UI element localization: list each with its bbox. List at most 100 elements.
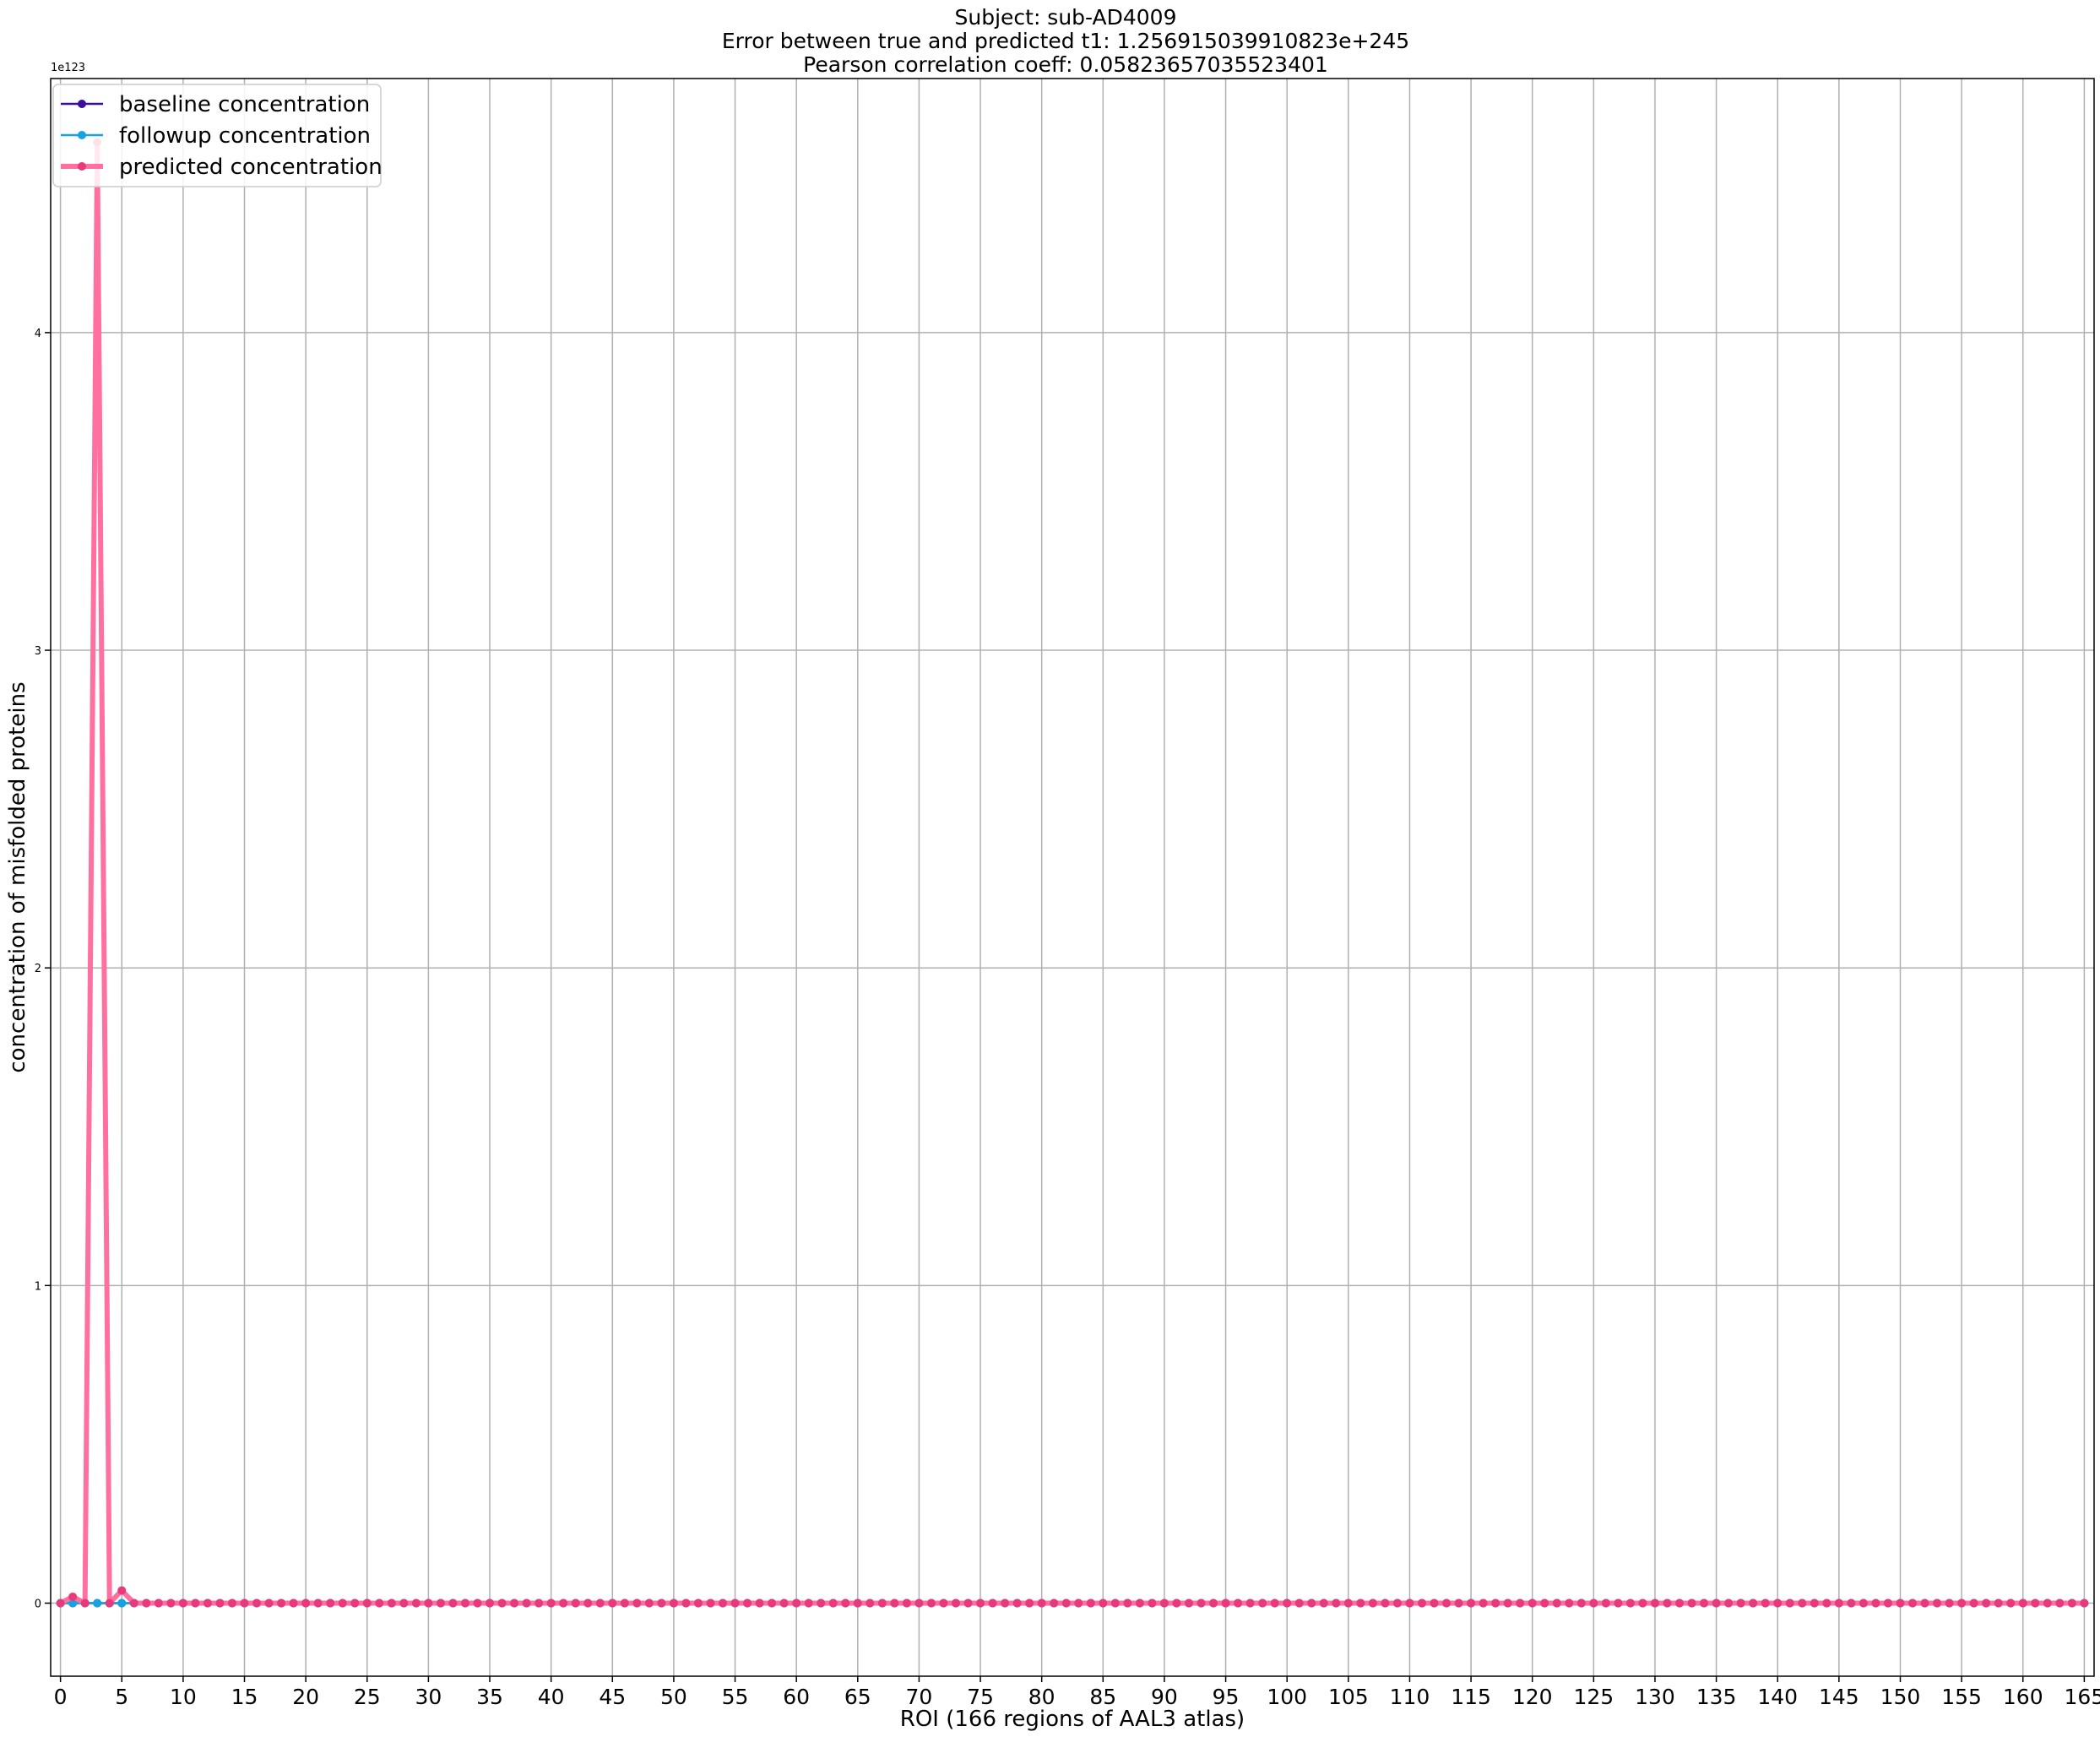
y-axis-label: concentration of misfolded proteins [5,681,30,1072]
x-tick-label: 20 [292,1685,319,1709]
data-point [1871,1599,1880,1608]
data-point [755,1599,764,1608]
data-point [473,1599,482,1608]
y-tick-label: 4 [35,328,41,340]
legend-label: followup concentration [119,123,371,149]
x-tick-label: 150 [1880,1685,1921,1709]
x-tick-label: 5 [115,1685,128,1709]
data-point [768,1599,777,1608]
data-point [142,1599,151,1608]
data-point [1663,1599,1672,1608]
title-line-2: Error between true and predicted t1: 1.2… [722,29,1409,53]
data-point [939,1599,948,1608]
data-point [730,1599,740,1608]
legend: baseline concentration followup concentra… [52,84,383,187]
x-tick-label: 105 [1328,1685,1369,1709]
data-point [1442,1599,1452,1608]
data-point [2031,1599,2040,1608]
x-tick-label: 160 [2003,1685,2043,1709]
data-point [866,1599,875,1608]
data-point [1982,1599,1991,1608]
data-point [56,1599,65,1608]
data-point [1430,1599,1439,1608]
data-point [350,1599,360,1608]
x-tick-label: 25 [354,1685,381,1709]
x-axis-label: ROI (166 regions of AAL3 atlas) [900,1707,1245,1732]
data-point [1749,1599,1758,1608]
data-point [1957,1599,1967,1608]
data-point [1896,1599,1905,1608]
x-tick-label: 140 [1757,1685,1798,1709]
data-point [1343,1599,1353,1608]
data-point [546,1599,556,1608]
data-point [448,1599,458,1608]
x-tick-label: 55 [722,1685,749,1709]
data-point [497,1599,507,1608]
data-point [301,1599,311,1608]
data-point [1037,1599,1046,1608]
data-point [681,1599,691,1608]
data-point [1135,1599,1144,1608]
data-point [424,1599,433,1608]
data-point [93,1599,102,1608]
data-point [264,1599,274,1608]
data-point [620,1599,629,1608]
data-point [1467,1599,1476,1608]
x-tick-label: 165 [2065,1685,2100,1709]
data-point [2006,1599,2016,1608]
data-point [411,1599,421,1608]
data-point [1319,1599,1328,1608]
data-point [1307,1599,1316,1608]
data-point [1847,1599,1856,1608]
legend-marker [78,131,86,139]
data-point [1540,1599,1549,1608]
legend-label: predicted concentration [119,155,383,180]
data-point [963,1599,973,1608]
data-point [804,1599,813,1608]
data-point [1245,1599,1255,1608]
data-point [1675,1599,1685,1608]
data-point [1736,1599,1745,1608]
data-point [1123,1599,1132,1608]
data-point [1197,1599,1206,1608]
data-point [1159,1599,1169,1608]
data-point [166,1599,176,1608]
x-tick-label: 40 [538,1685,565,1709]
data-point [1110,1599,1120,1608]
legend-item: followup concentration [61,123,371,149]
data-point [178,1599,187,1608]
x-gridlines [59,79,2086,1676]
data-point [1650,1599,1659,1608]
data-point [1614,1599,1623,1608]
data-point [1099,1599,1108,1608]
x-tick-label: 135 [1696,1685,1737,1709]
x-tick-label: 70 [906,1685,933,1709]
data-point [595,1599,605,1608]
legend-label: baseline concentration [119,92,370,117]
data-point [1294,1599,1304,1608]
data-point [1012,1599,1022,1608]
data-point [486,1599,495,1608]
data-point [1883,1599,1892,1608]
y-offset-label: 1e123 [51,62,85,74]
x-tick-label: 75 [967,1685,994,1709]
x-tick-label: 145 [1819,1685,1859,1709]
data-point [129,1599,138,1608]
legend-item: baseline concentration [61,92,370,117]
data-point [1454,1599,1463,1608]
data-point [68,1599,78,1608]
data-point [117,1586,127,1595]
data-point [510,1599,519,1608]
data-point [1025,1599,1034,1608]
data-point [1074,1599,1083,1608]
data-point [227,1599,236,1608]
data-point [1908,1599,1918,1608]
data-point [1920,1599,1929,1608]
data-point [1994,1599,2003,1608]
data-point [1933,1599,1942,1608]
data-point [68,1592,78,1601]
data-point [80,1599,90,1608]
x-tick-label: 120 [1512,1685,1553,1709]
data-point [522,1599,531,1608]
data-point [2043,1599,2052,1608]
